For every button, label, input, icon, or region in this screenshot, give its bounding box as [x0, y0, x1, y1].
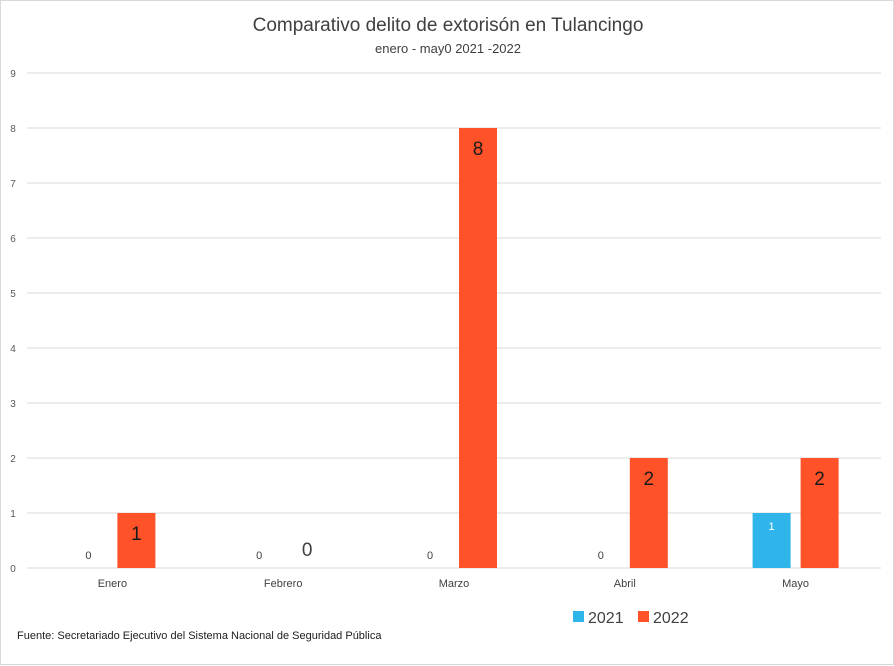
x-category-label: Abril — [614, 578, 636, 590]
x-category-label: Mayo — [782, 578, 809, 590]
bar-2022-marzo — [459, 128, 497, 568]
bars — [117, 128, 839, 568]
chart-title: Comparativo delito de extorisón en Tulan… — [253, 15, 644, 36]
x-category-label: Febrero — [264, 578, 303, 590]
y-tick-label: 6 — [10, 234, 16, 245]
data-label-2021-mayo: 1 — [769, 521, 775, 533]
y-tick-label: 1 — [10, 509, 16, 520]
legend-swatch-2021 — [573, 611, 584, 622]
x-category-label: Enero — [98, 578, 127, 590]
y-tick-label: 5 — [10, 289, 16, 300]
bar-2022-abril — [629, 458, 668, 568]
legend-swatch-2022 — [638, 611, 649, 622]
chart-subtitle: enero - may0 2021 -2022 — [375, 41, 521, 56]
data-label-2022-febrero: 0 — [302, 540, 313, 561]
bar-2022-enero — [117, 513, 156, 568]
source-note: Fuente: Secretariado Ejecutivo del Siste… — [17, 630, 382, 642]
data-label-2021-febrero: 0 — [256, 550, 262, 562]
legend-label-2022: 2022 — [653, 610, 689, 627]
data-label-2022-marzo: 8 — [473, 139, 484, 160]
y-tick-label: 3 — [10, 399, 16, 410]
y-tick-label: 4 — [10, 344, 16, 355]
x-category-label: Marzo — [439, 578, 470, 590]
data-label-2022-abril: 2 — [644, 469, 655, 490]
gridlines — [27, 72, 881, 569]
y-tick-label: 7 — [10, 179, 16, 190]
y-tick-label: 8 — [10, 124, 16, 135]
data-label-2021-abril: 0 — [598, 550, 604, 562]
legend: 2021 2022 — [573, 610, 689, 627]
bar-2022-mayo — [800, 458, 839, 568]
x-axis-categories: Enero Febrero Marzo Abril Mayo — [98, 578, 809, 590]
data-label-2021-enero: 0 — [85, 550, 91, 562]
data-label-2022-mayo: 2 — [814, 469, 825, 490]
y-tick-label: 2 — [10, 454, 16, 465]
bar-2021-mayo — [752, 513, 791, 568]
data-label-2022-enero: 1 — [131, 524, 142, 545]
y-axis-ticks: 0 1 2 3 4 5 6 7 8 9 — [10, 69, 16, 575]
y-tick-label: 0 — [10, 564, 16, 575]
legend-label-2021: 2021 — [588, 610, 624, 627]
y-tick-label: 9 — [10, 69, 16, 80]
data-label-2021-marzo: 0 — [427, 550, 433, 562]
data-labels: 0 1 0 0 0 8 0 2 1 2 — [85, 139, 825, 562]
